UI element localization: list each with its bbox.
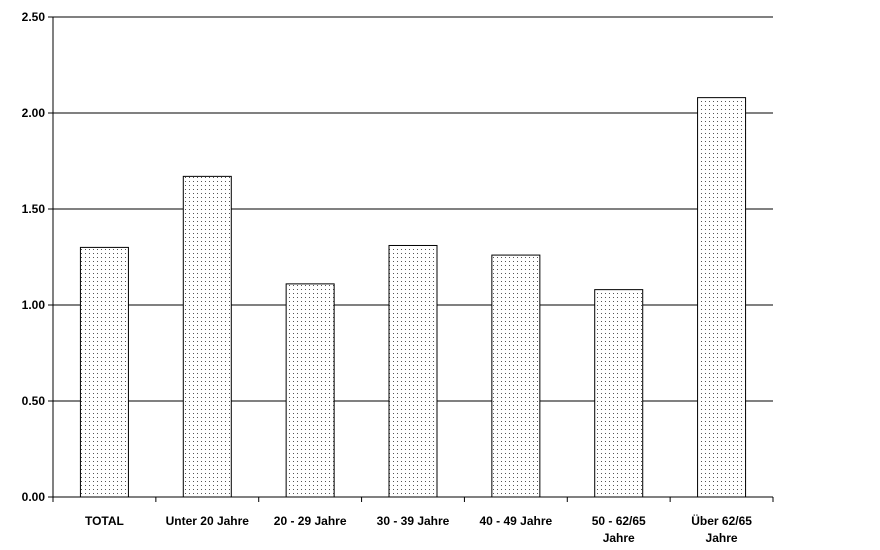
- y-tick-label: 1.00: [22, 298, 46, 312]
- bar: [182, 175, 232, 498]
- x-category-label: TOTAL: [85, 514, 124, 528]
- x-category-label: Über 62/65: [691, 513, 752, 528]
- x-category-label: Jahre: [706, 531, 738, 545]
- x-category-label: 50 - 62/65: [592, 514, 646, 528]
- y-tick-label: 0.00: [22, 490, 46, 504]
- x-category-label: 40 - 49 Jahre: [479, 514, 552, 528]
- y-tick-label: 0.50: [22, 394, 46, 408]
- x-category-label: Jahre: [603, 531, 635, 545]
- y-tick-labels: 0.00 0.50 1.00 1.50 2.00 2.50: [22, 10, 46, 504]
- y-tick-label: 2.00: [22, 106, 46, 120]
- bar: [491, 254, 541, 498]
- x-category-label: 30 - 39 Jahre: [377, 514, 450, 528]
- bar: [79, 246, 129, 498]
- x-category-label: 20 - 29 Jahre: [274, 514, 347, 528]
- bars: [79, 97, 747, 498]
- bar: [697, 97, 747, 498]
- gridlines: [53, 16, 773, 402]
- bar: [388, 244, 438, 498]
- bar: [594, 289, 644, 498]
- x-category-label: Unter 20 Jahre: [166, 514, 250, 528]
- y-tick-label: 2.50: [22, 10, 46, 24]
- bar: [285, 283, 335, 498]
- x-category-labels: TOTAL Unter 20 Jahre 20 - 29 Jahre 30 - 39 …: [85, 513, 752, 545]
- y-tick-label: 1.50: [22, 202, 46, 216]
- axes: [48, 16, 774, 502]
